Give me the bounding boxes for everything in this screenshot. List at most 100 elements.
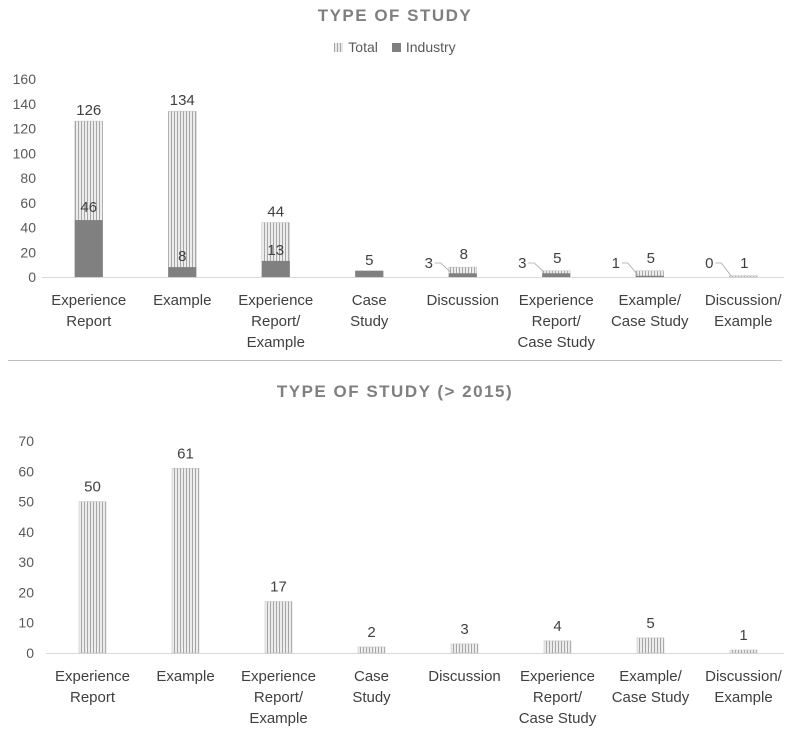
data-label: 61 bbox=[177, 445, 194, 462]
x-tick-label: Case Study bbox=[517, 334, 595, 351]
bar-industry bbox=[168, 267, 197, 277]
data-label-total: 8 bbox=[460, 246, 468, 263]
x-tick-label: Case bbox=[352, 292, 387, 309]
y-tick-label: 70 bbox=[18, 433, 34, 449]
data-label-leader-line bbox=[434, 262, 452, 273]
bar bbox=[450, 643, 479, 654]
y-tick-label: 30 bbox=[18, 554, 34, 570]
legend-label-total: Total bbox=[348, 39, 378, 55]
x-tick-label: Study bbox=[352, 689, 391, 706]
bar bbox=[729, 649, 758, 654]
legend-swatch-industry bbox=[391, 42, 401, 52]
y-tick-label: 100 bbox=[13, 145, 37, 161]
bar-industry bbox=[448, 273, 477, 277]
chart-plot-area: 02040608010012014016012646ExperienceRepo… bbox=[13, 71, 784, 351]
y-tick-label: 40 bbox=[20, 220, 36, 236]
x-tick-label: Report/ bbox=[251, 313, 301, 330]
x-tick-label: Discussion bbox=[426, 292, 499, 309]
chart-legend: Total Industry bbox=[0, 39, 790, 55]
x-tick-label: Discussion/ bbox=[705, 292, 783, 309]
bar bbox=[543, 640, 572, 654]
data-label-industry: 3 bbox=[425, 255, 433, 272]
x-tick-label: Example bbox=[247, 334, 305, 351]
data-label-industry: 0 bbox=[705, 255, 713, 272]
data-label: 1 bbox=[739, 627, 747, 644]
bar-industry bbox=[261, 260, 290, 277]
x-tick-label: Example bbox=[156, 668, 214, 685]
chart-title: TYPE OF STUDY bbox=[317, 6, 473, 25]
data-label-industry: 13 bbox=[267, 242, 284, 259]
data-label-leader-line bbox=[715, 262, 732, 277]
x-tick-label: Example bbox=[249, 710, 307, 727]
bar bbox=[171, 468, 200, 654]
bar-industry bbox=[74, 220, 103, 277]
data-label-industry: 46 bbox=[80, 199, 97, 216]
y-tick-label: 140 bbox=[13, 96, 37, 112]
x-tick-label: Experience bbox=[238, 292, 313, 309]
x-tick-label: Example/ bbox=[619, 668, 682, 685]
y-tick-label: 10 bbox=[18, 615, 34, 631]
x-tick-label: Example bbox=[714, 313, 772, 330]
data-label: 17 bbox=[270, 579, 287, 596]
chart-plot-area: 0 10 20 30 40 50 60 70 50 Experience Report 61 Examp… bbox=[18, 433, 784, 727]
chart-panel-all-years: TYPE OF STUDY Total Industry 0 20 40 60 80 10… bbox=[0, 0, 790, 358]
x-tick-label: Discussion/ bbox=[705, 668, 783, 685]
chart-divider bbox=[8, 360, 782, 361]
data-label: 3 bbox=[460, 621, 468, 638]
data-label-total: 134 bbox=[170, 92, 195, 109]
data-label: 50 bbox=[84, 479, 101, 496]
x-tick-label: Report/ bbox=[254, 689, 304, 706]
data-label-leader-line bbox=[528, 262, 545, 273]
legend-item-total: Total bbox=[334, 39, 378, 55]
legend-swatch-total bbox=[334, 42, 344, 52]
y-tick-label: 80 bbox=[20, 170, 36, 186]
x-tick-label: Experience bbox=[519, 292, 594, 309]
x-tick-label: Study bbox=[350, 313, 389, 330]
data-label-industry: 3 bbox=[518, 255, 526, 272]
x-tick-label: Experience bbox=[55, 668, 130, 685]
x-tick-label: Example/ bbox=[618, 292, 681, 309]
data-label-total: 5 bbox=[553, 250, 561, 267]
x-tick-label: Example bbox=[714, 689, 772, 706]
bar-total bbox=[729, 275, 758, 278]
y-tick-label: 60 bbox=[20, 195, 36, 211]
data-label-total: 5 bbox=[365, 252, 373, 269]
bar-industry bbox=[355, 270, 384, 277]
x-tick-label: Case Study bbox=[519, 710, 597, 727]
data-label-total: 126 bbox=[76, 102, 101, 119]
x-tick-label: Report bbox=[70, 689, 116, 706]
x-tick-label: Case Study bbox=[611, 313, 689, 330]
y-tick-label: 60 bbox=[18, 463, 34, 479]
y-tick-label: 20 bbox=[20, 244, 36, 260]
data-label: 4 bbox=[553, 618, 561, 635]
y-tick-label: 0 bbox=[26, 645, 34, 661]
y-tick-label: 40 bbox=[18, 524, 34, 540]
data-label-industry: 1 bbox=[612, 255, 620, 272]
x-tick-label: Experience bbox=[520, 668, 595, 685]
data-label: 2 bbox=[367, 624, 375, 641]
x-tick-label: Discussion bbox=[428, 668, 501, 685]
x-tick-label: Report/ bbox=[532, 313, 582, 330]
x-tick-label: Experience bbox=[51, 292, 126, 309]
chart-title: TYPE OF STUDY (> 2015) bbox=[276, 382, 514, 401]
x-tick-label: Case Study bbox=[612, 689, 690, 706]
chart-panel-after-2015: TYPE OF STUDY (> 2015) 0 10 20 30 40 50 60 70 50… bbox=[0, 366, 790, 729]
x-tick-label: Report bbox=[66, 313, 112, 330]
bar bbox=[78, 501, 107, 654]
y-tick-label: 0 bbox=[28, 269, 36, 285]
data-label-industry: 8 bbox=[178, 248, 186, 265]
data-label-total: 44 bbox=[267, 204, 284, 221]
y-tick-label: 160 bbox=[13, 71, 37, 87]
data-label: 5 bbox=[646, 615, 654, 632]
legend-label-industry: Industry bbox=[405, 39, 456, 55]
bar bbox=[357, 646, 386, 654]
x-tick-label: Experience bbox=[241, 668, 316, 685]
y-tick-label: 20 bbox=[18, 584, 34, 600]
data-label-total: 5 bbox=[647, 250, 655, 267]
y-tick-label: 50 bbox=[18, 494, 34, 510]
y-tick-label: 120 bbox=[13, 121, 37, 137]
bar-industry bbox=[635, 275, 664, 277]
legend-item-industry: Industry bbox=[391, 39, 456, 55]
bar bbox=[636, 637, 665, 654]
x-tick-label: Example bbox=[153, 292, 211, 309]
